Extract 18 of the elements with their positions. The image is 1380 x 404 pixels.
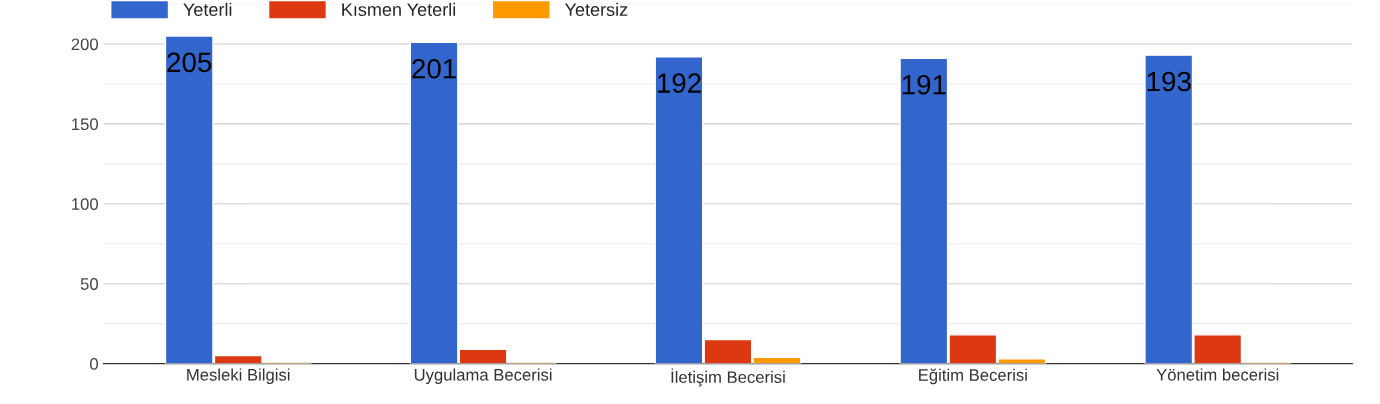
y-tick-label: 50 bbox=[80, 278, 98, 290]
legend-label: Yetersiz bbox=[564, 2, 628, 16]
legend-label: Kısmen Yeterli bbox=[342, 2, 456, 16]
legend-label: Yeterli bbox=[183, 2, 232, 16]
data-label: 191 bbox=[902, 74, 946, 95]
x-tick-label: İletişim Becerisi bbox=[671, 368, 785, 387]
y-tick-label: 150 bbox=[72, 118, 98, 131]
data-label: 205 bbox=[167, 52, 212, 73]
data-label: 193 bbox=[1147, 71, 1191, 92]
x-tick-label: Mesleki Bilgisi bbox=[187, 368, 290, 384]
y-tick-label: 200 bbox=[71, 38, 98, 51]
x-tick-label: Eğitim Becerisi bbox=[919, 368, 1027, 385]
x-tick-label: Uygulama Becerisi bbox=[414, 368, 552, 384]
y-tick-label: 100 bbox=[72, 198, 98, 210]
data-label: 192 bbox=[657, 73, 701, 93]
y-tick-label: 0 bbox=[90, 358, 98, 370]
x-tick-label: Yönetim becerisi bbox=[1156, 368, 1279, 381]
data-label: 201 bbox=[412, 58, 456, 79]
